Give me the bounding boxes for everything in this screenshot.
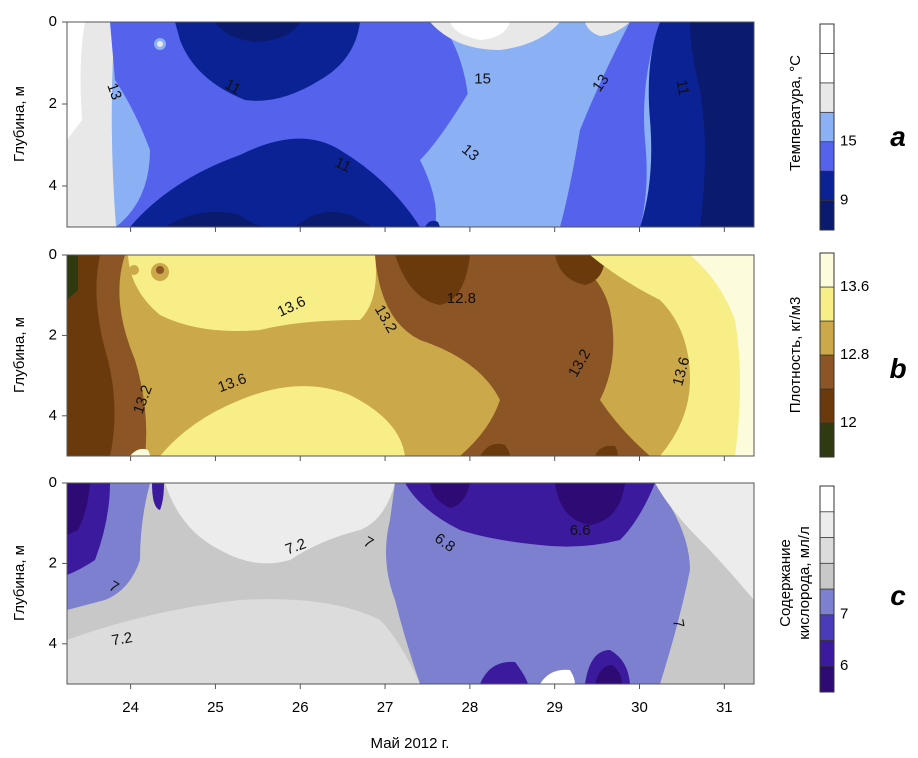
panel-b-contour-fill	[67, 255, 754, 456]
contour-label: 11	[222, 76, 244, 99]
contour-label: 7.2	[110, 629, 133, 649]
panel-c-colorbar-label-line2: кислорода, мл/л	[796, 526, 813, 639]
y-tick-label: 0	[49, 13, 57, 30]
colorbar-swatch	[819, 614, 835, 641]
y-tick-label: 4	[49, 635, 57, 652]
panel-a-colorbar: 15 9	[819, 23, 857, 231]
y-tick-label: 4	[49, 177, 57, 194]
x-axis-label: Май 2012 г.	[371, 735, 450, 752]
colorbar-swatch	[819, 170, 835, 201]
x-tick-label: 25	[207, 699, 224, 716]
x-tick-label: 24	[122, 699, 139, 716]
contour-label: 6.6	[570, 522, 591, 539]
contour-label: 11	[673, 78, 692, 96]
x-tick-label: 27	[377, 699, 394, 716]
contour-label: 13	[589, 71, 612, 94]
panel-c-ylabel: Глубина, м	[11, 545, 28, 621]
x-tick-label: 30	[631, 699, 648, 716]
panel-b-colorbar: 13.6 12.8 12	[819, 252, 869, 458]
colorbar-swatch	[819, 485, 835, 513]
colorbar-swatch	[819, 562, 835, 590]
colorbar-swatch	[819, 665, 835, 693]
colorbar-swatch	[819, 354, 835, 390]
panel-a-colorbar-label: Температура, °C	[787, 55, 804, 171]
colorbar-swatch	[819, 200, 835, 231]
contour-label: 7	[669, 618, 687, 629]
colorbar-swatch	[819, 537, 835, 564]
colorbar-frame	[819, 23, 835, 231]
colorbar-tick-label: 7	[840, 606, 848, 623]
colorbar-swatch	[819, 388, 835, 424]
contour-label: 12.8	[447, 290, 476, 307]
contour-label: 15	[474, 70, 491, 87]
colorbar-tick-label: 6	[840, 657, 848, 674]
y-tick-label: 0	[49, 246, 57, 263]
panel-b-frame	[66, 254, 755, 457]
panel-c-frame	[66, 482, 755, 685]
colorbar-swatch	[819, 82, 835, 113]
x-tick-label: 28	[462, 699, 479, 716]
panel-c-y-ticks: 0 2 4	[49, 474, 67, 652]
colorbar-tick-label: 12.8	[840, 346, 869, 363]
colorbar-swatch	[819, 511, 835, 538]
colorbar-swatch	[819, 422, 835, 458]
panel-a-ylabel: Глубина, м	[11, 86, 28, 162]
x-tick-label: 26	[292, 699, 309, 716]
colorbar-swatch	[819, 588, 835, 616]
colorbar-frame	[819, 252, 835, 458]
colorbar-tick-label: 12	[840, 414, 857, 431]
panel-b: 13.6 12.813.213.2 13.613.2 13.6 024 Глубина…	[11, 246, 907, 458]
colorbar-swatch	[819, 286, 835, 322]
y-tick-label: 2	[49, 554, 57, 571]
x-axis-ticks: 24 25 26 27 28 29 30 31	[122, 227, 733, 716]
colorbar-swatch	[819, 23, 835, 54]
panel-c-letter: c	[890, 580, 906, 611]
panel-b-letter: b	[889, 353, 906, 384]
colorbar-swatch	[819, 320, 835, 356]
colorbar-frame	[819, 485, 835, 693]
contour-label: 13	[103, 81, 125, 102]
contour-label: 13.6	[669, 355, 693, 388]
panel-c-colorbar: 76	[819, 485, 848, 693]
panel-b-ylabel: Глубина, м	[11, 317, 28, 393]
colorbar-tick-label: 9	[840, 192, 848, 209]
colorbar-swatch	[819, 252, 835, 288]
panel-c-colorbar-label-line1: Содержание	[777, 539, 794, 627]
y-tick-label: 2	[49, 326, 57, 343]
y-tick-label: 2	[49, 95, 57, 112]
y-tick-label: 4	[49, 407, 57, 424]
colorbar-swatch	[819, 141, 835, 172]
panel-b-colorbar-label: Плотность, кг/м3	[787, 297, 804, 414]
contour-label: 11	[332, 154, 353, 176]
colorbar-tick-label: 13.6	[840, 278, 869, 295]
colorbar-swatch	[819, 111, 835, 143]
panel-c-contour-fill	[67, 483, 754, 684]
panel-b-y-ticks: 0 2 4	[49, 246, 67, 424]
x-tick-label: 31	[716, 699, 733, 716]
panel-a-contour-fill	[67, 22, 754, 227]
colorbar-tick-label: 15	[840, 133, 857, 150]
panel-c: 7.2 7 6.8 6.677.27 024 Глубина, м 76 Содерж…	[11, 474, 906, 693]
contour-label: 7.2	[283, 535, 308, 558]
panel-a-letter: a	[890, 121, 906, 152]
y-tick-label: 0	[49, 474, 57, 491]
panel-a-frame	[66, 21, 755, 228]
colorbar-swatch	[819, 53, 835, 84]
panel-a-y-ticks: 0 2 4	[49, 13, 67, 194]
colorbar-swatch	[819, 640, 835, 667]
x-tick-label: 29	[546, 699, 563, 716]
